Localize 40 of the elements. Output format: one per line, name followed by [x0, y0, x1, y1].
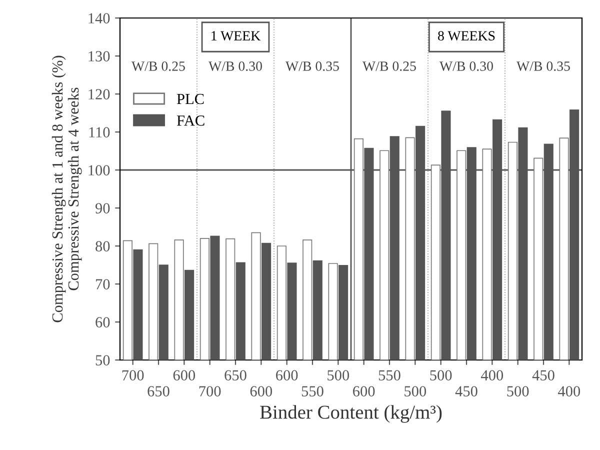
y-tick-label: 110 — [89, 127, 110, 138]
x-tick-label: 450 — [532, 370, 554, 380]
x-tick-label: 550 — [302, 386, 324, 396]
x-tick-label: 600 — [250, 386, 272, 396]
y-tick-label: 50 — [96, 355, 110, 366]
x-tick-label: 400 — [481, 370, 504, 380]
x-tick-label: 650 — [224, 370, 246, 380]
x-tick-label: 650 — [148, 386, 170, 396]
y-tick-label: 140 — [88, 13, 110, 24]
annotation: W/B 0.30 — [440, 62, 493, 71]
annotation: 1 WEEK — [212, 31, 260, 41]
y-axis-title: Compressive Strength at 1 and 8 weeks (%) Compressive Strength at 4 weeks — [52, 56, 82, 322]
x-tick-label: 500 — [328, 370, 350, 380]
annotation: W/B 0.25 — [362, 62, 416, 71]
y-tick-label: 80 — [96, 241, 110, 252]
annotation: 8 WEEKS — [438, 31, 495, 41]
x-tick-label: 700 — [199, 386, 221, 396]
annotation: W/B 0.30 — [208, 62, 262, 71]
x-tick-label: 500 — [430, 370, 452, 380]
x-tick-label: 700 — [122, 370, 144, 380]
x-tick-label: 450 — [455, 386, 478, 396]
annotation: W/B 0.25 — [132, 62, 185, 71]
x-tick-label: 400 — [558, 386, 580, 396]
annotation: W/B 0.35 — [516, 62, 570, 71]
x-tick-label: 600 — [353, 386, 375, 396]
annotation: W/B 0.35 — [286, 62, 339, 71]
x-tick-label: 600 — [173, 370, 196, 380]
y-tick-label: 60 — [96, 317, 110, 328]
legend-label: PLC — [176, 94, 204, 104]
y-tick-label: 100 — [88, 165, 110, 176]
y-tick-label: 120 — [88, 89, 110, 100]
y-tick-label: 70 — [96, 279, 110, 290]
x-tick-label: 550 — [378, 370, 400, 380]
legend-label: FAC — [176, 115, 204, 126]
x-tick-label: 600 — [276, 370, 298, 380]
x-tick-label: 500 — [507, 386, 529, 396]
x-axis-title: Binder Content (kg/m³) — [260, 405, 442, 423]
x-tick-label: 500 — [404, 386, 426, 396]
y-tick-label: 130 — [88, 51, 110, 62]
y-tick-label: 90 — [95, 203, 110, 214]
